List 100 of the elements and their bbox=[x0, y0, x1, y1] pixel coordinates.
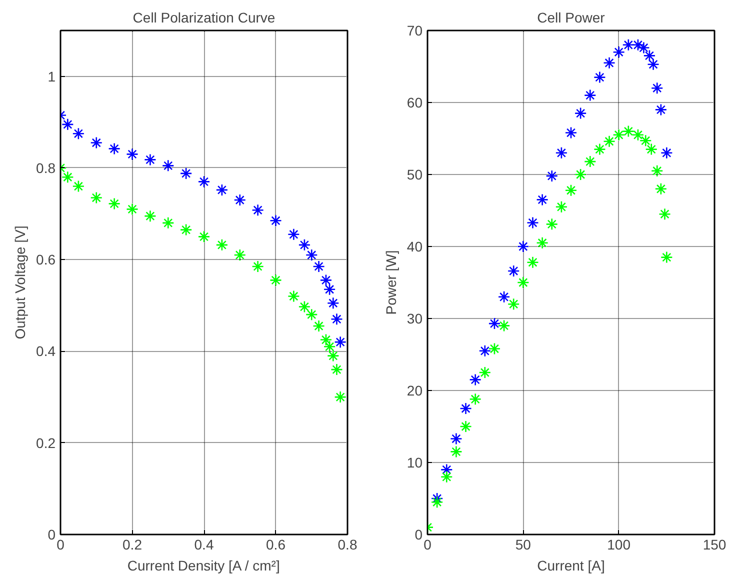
point bbox=[498, 320, 510, 332]
point bbox=[440, 470, 453, 484]
y-tick-label: 0 bbox=[414, 526, 423, 542]
point bbox=[126, 203, 138, 216]
point bbox=[330, 363, 343, 376]
point bbox=[144, 210, 156, 222]
point bbox=[638, 42, 650, 54]
x-tick-label: 0.6 bbox=[266, 536, 286, 552]
point bbox=[327, 350, 340, 362]
point bbox=[108, 142, 120, 155]
point bbox=[198, 230, 210, 243]
point bbox=[660, 251, 673, 264]
point bbox=[440, 464, 453, 476]
point bbox=[612, 46, 625, 58]
x-tick-label: 0.8 bbox=[338, 536, 358, 552]
point bbox=[469, 374, 482, 386]
y-tick-label: 60 bbox=[406, 94, 423, 110]
point bbox=[546, 218, 558, 230]
point bbox=[298, 300, 311, 313]
point bbox=[658, 208, 671, 220]
y-tick-label: 0.8 bbox=[36, 160, 56, 176]
point bbox=[643, 50, 656, 62]
point bbox=[270, 274, 282, 286]
point bbox=[622, 125, 635, 138]
point bbox=[603, 56, 616, 70]
point bbox=[460, 402, 472, 415]
point bbox=[162, 160, 174, 172]
y-tick-label: 1 bbox=[48, 68, 56, 84]
point bbox=[312, 320, 325, 332]
point bbox=[460, 420, 472, 433]
point bbox=[252, 260, 264, 273]
x-tick-label: 100 bbox=[607, 536, 631, 552]
point bbox=[323, 340, 336, 353]
point bbox=[234, 248, 246, 262]
point bbox=[645, 143, 658, 156]
point bbox=[270, 214, 282, 227]
point bbox=[488, 317, 501, 330]
point bbox=[334, 390, 346, 404]
point bbox=[564, 126, 578, 139]
point bbox=[330, 313, 343, 326]
point bbox=[144, 154, 156, 166]
point bbox=[234, 194, 246, 206]
y-tick-label: 10 bbox=[406, 454, 423, 470]
point bbox=[216, 184, 228, 196]
point bbox=[584, 89, 596, 102]
point bbox=[594, 71, 606, 84]
x-axis-title: Current Density [A / cm²] bbox=[127, 558, 280, 574]
point bbox=[612, 128, 625, 142]
point bbox=[320, 274, 332, 286]
point bbox=[198, 176, 210, 188]
point bbox=[72, 127, 85, 140]
point bbox=[632, 128, 644, 142]
point bbox=[320, 334, 332, 346]
point bbox=[507, 264, 520, 278]
y-tick-label: 40 bbox=[406, 238, 423, 254]
point bbox=[162, 216, 174, 230]
point bbox=[430, 496, 444, 508]
point bbox=[305, 308, 318, 321]
point bbox=[647, 58, 660, 70]
y-tick-label: 0.4 bbox=[36, 343, 56, 360]
point bbox=[252, 204, 264, 216]
point bbox=[526, 216, 539, 229]
point bbox=[603, 135, 616, 148]
point bbox=[632, 38, 644, 52]
point bbox=[564, 184, 578, 196]
x-tick-label: 0.2 bbox=[122, 536, 142, 552]
x-tick-label: 0.4 bbox=[194, 536, 214, 552]
point bbox=[469, 392, 482, 406]
y-axis-title: Output Voltage [V] bbox=[12, 226, 28, 340]
y-tick-label: 0.2 bbox=[36, 434, 56, 451]
y-tick-label: 20 bbox=[406, 382, 423, 398]
point bbox=[62, 170, 74, 184]
point bbox=[654, 104, 668, 116]
point bbox=[180, 224, 192, 236]
point bbox=[305, 248, 318, 262]
point bbox=[536, 194, 548, 206]
point bbox=[498, 290, 510, 304]
point bbox=[478, 366, 492, 379]
point bbox=[126, 148, 138, 160]
point bbox=[334, 336, 346, 348]
point bbox=[450, 432, 462, 445]
point bbox=[660, 146, 673, 160]
y-tick-label: 0.6 bbox=[36, 252, 56, 268]
y-tick-label: 0 bbox=[48, 526, 56, 542]
point bbox=[507, 298, 520, 310]
point bbox=[594, 143, 606, 156]
point bbox=[478, 344, 492, 358]
point bbox=[62, 118, 74, 131]
point bbox=[327, 296, 340, 310]
x-axis-title: Current [A] bbox=[537, 558, 605, 574]
chart-title: Cell Polarization Curve bbox=[132, 10, 276, 26]
point bbox=[180, 167, 192, 180]
point bbox=[517, 240, 530, 253]
point bbox=[517, 276, 530, 289]
point bbox=[298, 238, 311, 252]
point bbox=[650, 164, 664, 178]
y-axis-title: Power [W] bbox=[382, 250, 399, 315]
point bbox=[654, 182, 668, 196]
point bbox=[526, 256, 539, 268]
point bbox=[216, 238, 228, 252]
